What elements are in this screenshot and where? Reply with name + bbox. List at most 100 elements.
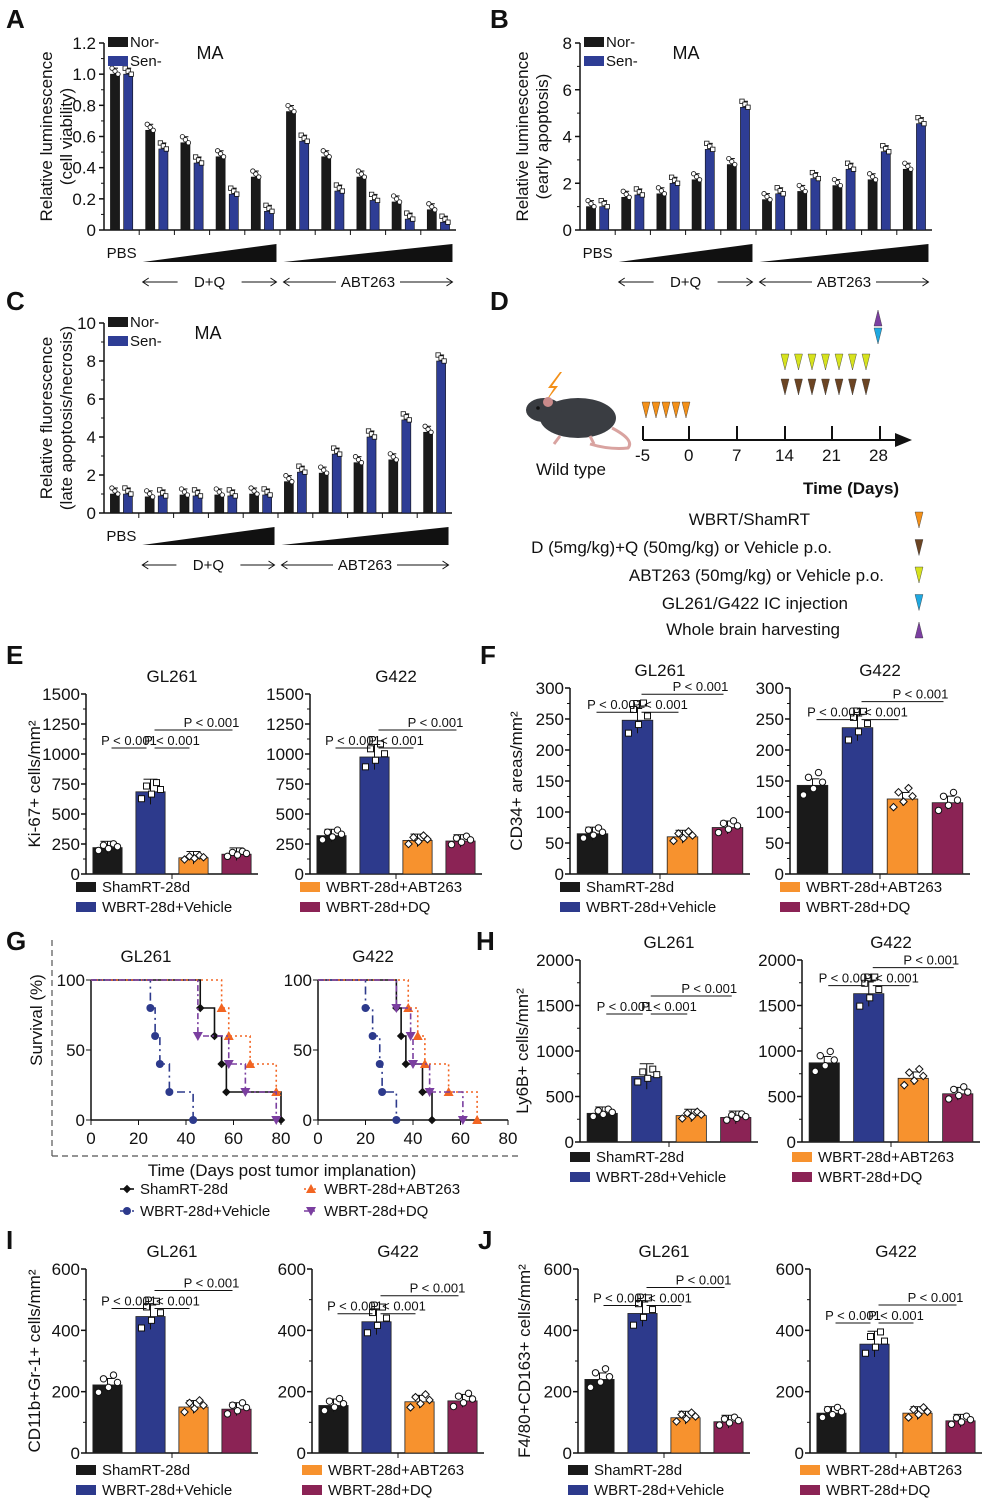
timeline-tick-label: 21 [822,446,841,465]
legend-swatch [76,1485,96,1495]
data-point [94,1388,103,1396]
data-point [742,101,748,107]
data-point [109,1371,118,1379]
data-point [777,188,783,194]
data-point [867,171,873,177]
km-subplot-gl261: 0 50 100 0 20 40 60 80 GL261 [57,947,291,1148]
y-tick-label: 150 [756,772,784,791]
data-point [464,1389,473,1398]
data-point [428,429,434,435]
legend-label: WBRT-28d+ABT263 [826,1462,962,1479]
bar-nor [797,191,808,231]
data-point [147,491,153,497]
legend-label: WBRT-28d+Vehicle [586,899,716,916]
bar-sham [92,1384,123,1454]
y-tick-label: 0 [787,1133,796,1152]
bar-dq [931,802,964,875]
data-point [352,454,359,460]
y-tick-label: 1500 [266,685,304,704]
legend-label: WBRT-28d+Vehicle [596,1169,726,1186]
chart-panel-c: 0 2 4 6 8 10 MA Nor- Sen- Relative fluorescence (l… [37,314,452,574]
y-tick-label: 0 [563,221,572,240]
p-value-label: P < 0.001 [184,1276,240,1291]
bar-nor [423,431,433,514]
y-axis-label: Ki-67+ cells/mm² [25,720,44,847]
data-point [99,1375,108,1383]
y-tick-label: 250 [756,710,784,729]
data-point [406,1402,415,1412]
data-point [215,148,221,154]
p-value-label: P < 0.001 [101,733,157,748]
data-point [919,1403,928,1412]
y-axis-label: Survival (%) [27,974,46,1066]
data-point [720,1415,729,1423]
data-point [150,494,156,500]
y-tick-label: 750 [52,775,80,794]
bar-sen [299,140,310,231]
chart-panel-a: 0 0.2 0.4 0.6 0.8 1.0 1.2 MA Nor- Sen- Relative lu… [37,34,456,291]
group-label: ABT263 [338,557,392,574]
data-point [799,791,808,799]
legend-swatch [76,902,96,912]
y-tick-label: 0.8 [72,96,96,115]
data-point [889,802,898,812]
x-tick-label: 60 [451,1129,470,1148]
data-point [438,355,444,361]
data-point [623,191,629,197]
data-point [601,1365,610,1373]
legend-swatch [302,1485,322,1495]
bar-sen [262,494,272,514]
km-marker [418,1087,427,1097]
panel-label-c: C [6,286,25,316]
legend-label: WBRT-28d+ABT263 [818,1149,954,1166]
data-point [223,1410,232,1418]
km-curve-3 [91,979,278,1120]
data-point [374,1321,381,1329]
bar-nor [391,201,402,231]
y-tick-label: 500 [52,805,80,824]
dose-wedge [759,244,929,262]
data-point [426,201,432,207]
km-marker [472,1115,483,1124]
bar-vehicle [135,1316,166,1454]
data-point [263,202,269,208]
group-label: ABT263 [817,274,871,291]
data-point [944,801,953,809]
data-point [368,431,375,437]
km-marker [419,1059,430,1068]
data-point [850,713,857,721]
data-point [850,166,857,172]
km-curve-2 [318,979,478,1120]
data-point [302,469,308,475]
bar-sen [401,419,412,514]
data-point [253,171,259,177]
legend-swatch-sen [584,56,604,66]
bar-nor [145,129,156,231]
group-label-pbs: PBS [583,245,613,262]
data-point [633,186,639,192]
km-marker [412,1031,423,1040]
data-point [425,1395,434,1405]
data-point [855,728,862,736]
bar-vehicle [841,727,874,875]
bar-nor [762,199,772,231]
bar-nor [214,494,225,514]
y-tick-label: 0.4 [72,159,96,178]
data-point [710,146,716,152]
data-point [371,194,378,200]
schematic-legend-item: ABT263 (50mg/kg) or Vehicle p.o. [628,566,884,585]
data-point [804,773,813,782]
y-tick-label: 500 [276,805,304,824]
data-point [677,1410,686,1419]
bar-sen [845,168,856,231]
legend-swatch [568,1465,588,1475]
data-point [367,745,374,753]
bar-sen [436,360,446,514]
km-marker [378,1088,387,1096]
bar-nor [902,168,913,231]
data-point [677,1114,687,1123]
chart-panel-b: 0 2 4 6 8 MA Nor- Sen- Relative luminescence (ear… [513,34,932,291]
data-point [251,488,257,494]
data-point [914,1410,923,1419]
